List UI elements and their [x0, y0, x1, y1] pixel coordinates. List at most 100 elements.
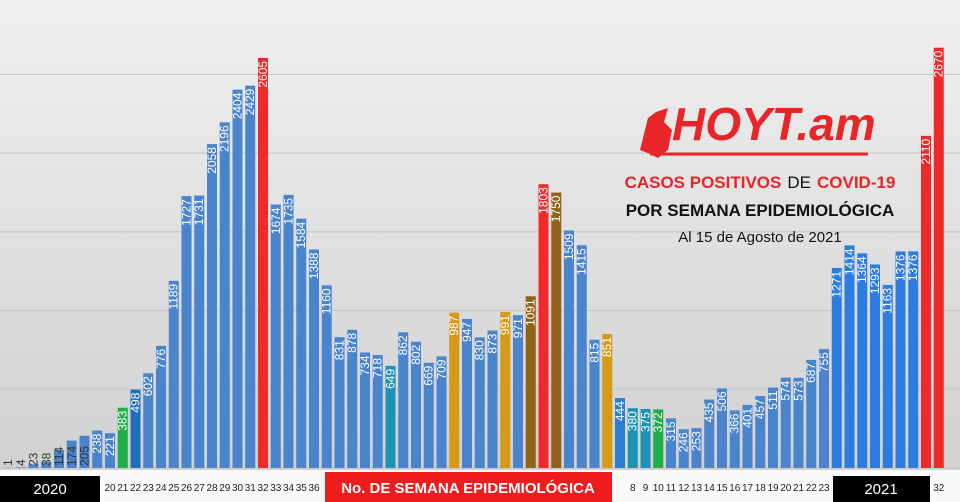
- year-label: 2021: [864, 481, 897, 498]
- value-label: 687: [804, 363, 818, 383]
- value-label: 573: [792, 380, 806, 400]
- bar: [589, 339, 600, 468]
- bar: [627, 408, 638, 468]
- bar: [181, 196, 192, 468]
- value-label: 1735: [282, 198, 296, 225]
- value-label: 987: [447, 315, 461, 335]
- bar: [28, 464, 39, 468]
- x-tick-label: 36: [308, 483, 320, 494]
- value-label: 1750: [549, 195, 563, 222]
- bar: [156, 345, 166, 468]
- value-label: 971: [511, 318, 525, 338]
- title-part: COVID-19: [817, 173, 895, 192]
- value-label: 1584: [294, 221, 308, 248]
- bar: [666, 418, 676, 468]
- x-tick-label: 14: [704, 483, 716, 494]
- value-label: 253: [690, 431, 704, 451]
- value-label: 1091: [524, 299, 538, 326]
- bar: [500, 312, 511, 468]
- x-tick-label: 8: [630, 483, 636, 494]
- x-tick-label: 9: [643, 483, 649, 494]
- value-label: 1415: [575, 248, 589, 275]
- value-label: 1731: [192, 198, 206, 225]
- x-tick-label: 22: [130, 483, 142, 494]
- value-label: 23: [27, 452, 41, 466]
- value-label: 435: [702, 402, 716, 422]
- value-label: 380: [626, 411, 640, 431]
- value-label: 2670: [932, 50, 946, 77]
- value-label: 1509: [562, 233, 576, 260]
- bar: [462, 318, 472, 468]
- bar: [66, 440, 77, 468]
- bar: [691, 428, 702, 468]
- bar: [742, 404, 753, 468]
- value-label: 1160: [320, 288, 334, 314]
- bar: [487, 330, 498, 468]
- x-tick-label: 20: [104, 483, 116, 494]
- x-tick-label: 22: [806, 483, 818, 494]
- bar: [857, 253, 868, 468]
- bar: [258, 57, 268, 468]
- bar: [844, 245, 855, 468]
- bar: [895, 251, 906, 468]
- bar: [806, 359, 817, 468]
- x-tick-label: 25: [168, 483, 180, 494]
- value-label: 709: [435, 359, 449, 379]
- bar: [819, 349, 829, 468]
- value-label: 802: [409, 344, 423, 364]
- value-label: 401: [741, 408, 755, 428]
- value-label: 669: [422, 365, 436, 385]
- bar: [704, 399, 715, 468]
- x-tick-label: 21: [793, 483, 805, 494]
- bar: [755, 396, 766, 468]
- x-tick-label: 23: [143, 483, 155, 494]
- bar: [385, 365, 396, 468]
- bar: [882, 284, 893, 468]
- x-tick-label: 32: [257, 483, 269, 494]
- bar: [15, 467, 26, 468]
- value-label: 734: [358, 355, 372, 375]
- value-label: 755: [817, 352, 831, 372]
- bar: [423, 362, 434, 468]
- x-tick-label: 19: [767, 483, 779, 494]
- x-tick-label: 33: [270, 483, 282, 494]
- bar: [79, 435, 90, 468]
- bar: [513, 315, 523, 468]
- x-tick-label: 26: [181, 483, 193, 494]
- title: CASOS POSITIVOS DE COVID-19: [625, 173, 896, 192]
- title-part: CASOS POSITIVOS: [625, 173, 782, 192]
- bar: [296, 218, 307, 468]
- bar: [474, 337, 485, 468]
- value-label: 1376: [906, 254, 920, 281]
- bar: [334, 337, 345, 468]
- bar: [717, 388, 727, 468]
- bar: [602, 334, 613, 468]
- bar: [372, 354, 383, 468]
- value-label: 851: [600, 337, 614, 357]
- value-label: 315: [664, 421, 678, 441]
- bar: [219, 122, 230, 468]
- x-tick-label: 11: [666, 483, 677, 494]
- value-label: 2605: [256, 61, 270, 88]
- value-label: 506: [715, 391, 729, 411]
- subtitle: POR SEMANA EPIDEMIOLÓGICA: [626, 201, 895, 220]
- year-box: [833, 476, 930, 502]
- bar: [793, 377, 804, 468]
- bar: [41, 462, 52, 468]
- value-label: 1388: [307, 252, 321, 279]
- value-label: 38: [39, 452, 53, 466]
- title-part: DE: [787, 173, 811, 192]
- bar: [283, 194, 294, 469]
- bar: [347, 329, 358, 468]
- bar: [576, 245, 587, 468]
- x-tick-label: 34: [283, 483, 295, 494]
- value-label: 831: [333, 340, 347, 360]
- x-tick-label: 27: [194, 483, 206, 494]
- value-label: 2196: [218, 125, 232, 152]
- bar: [321, 285, 332, 468]
- value-label: 238: [90, 433, 104, 453]
- x-tick-label: 35: [296, 483, 308, 494]
- bar: [168, 280, 179, 468]
- value-label: 718: [371, 358, 385, 378]
- value-label: 2429: [243, 88, 257, 115]
